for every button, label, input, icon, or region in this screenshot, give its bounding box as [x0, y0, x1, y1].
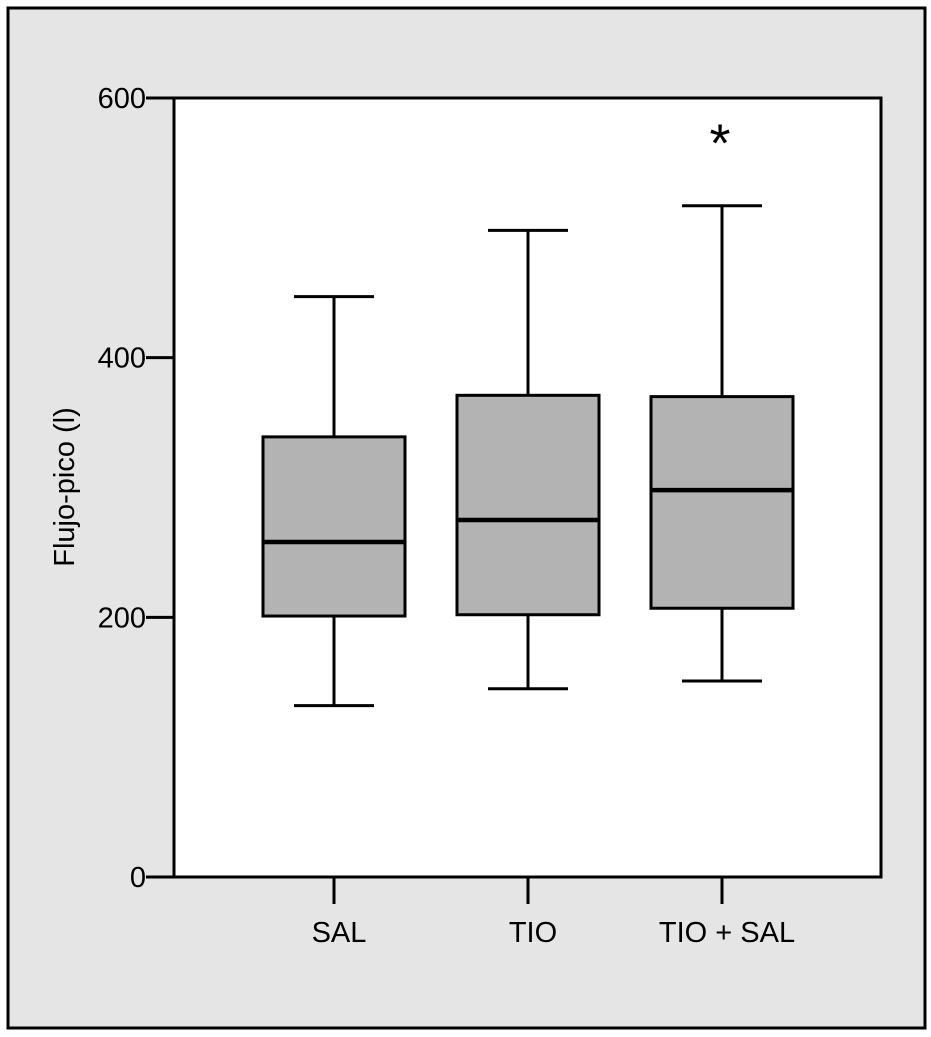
x-tick-label: TIO	[509, 917, 557, 949]
iqr-box	[455, 393, 601, 617]
y-tick-label: 400	[98, 343, 146, 375]
y-tick-label: 600	[98, 83, 146, 115]
y-tick-label: 200	[98, 602, 146, 634]
iqr-box	[261, 435, 407, 618]
box-series	[261, 204, 795, 708]
x-axis: SAL TIO TIO + SAL	[312, 877, 795, 949]
y-axis-title: Flujo-pico (l)	[49, 407, 81, 567]
x-tick-label: SAL	[312, 917, 367, 949]
box-group	[261, 295, 407, 708]
box-group	[649, 204, 795, 683]
y-axis: 0 200 400 600	[98, 83, 174, 894]
y-tick-label: 0	[130, 862, 146, 894]
annotations: *	[709, 114, 730, 174]
iqr-box	[649, 395, 795, 610]
significance-asterisk: *	[709, 114, 730, 174]
x-tick-label: TIO + SAL	[659, 917, 795, 949]
box-group	[455, 228, 601, 691]
